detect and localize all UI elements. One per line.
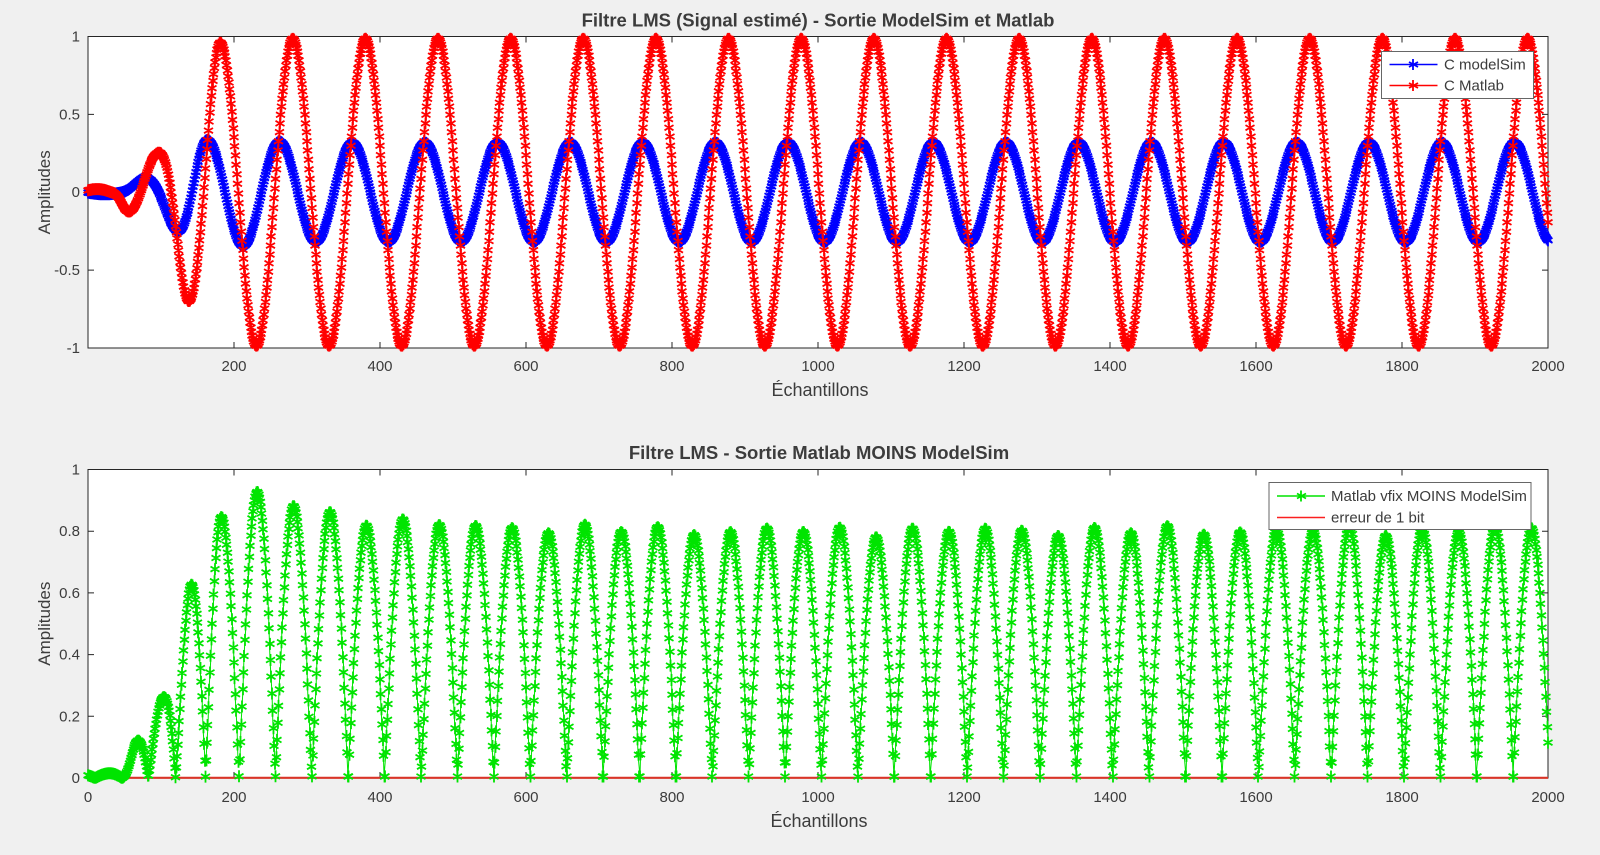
svg-text:1600: 1600 <box>1239 789 1272 806</box>
svg-text:-1: -1 <box>67 340 80 357</box>
svg-text:C Matlab: C Matlab <box>1444 78 1504 95</box>
svg-text:1800: 1800 <box>1385 789 1418 806</box>
svg-text:1: 1 <box>72 462 80 479</box>
svg-text:Échantillons: Échantillons <box>771 380 868 400</box>
svg-text:0.5: 0.5 <box>59 106 80 123</box>
svg-text:2000: 2000 <box>1531 358 1564 375</box>
svg-text:800: 800 <box>659 789 684 806</box>
svg-text:1800: 1800 <box>1385 358 1418 375</box>
svg-text:Matlab vfix MOINS ModelSim: Matlab vfix MOINS ModelSim <box>1331 488 1527 505</box>
svg-text:1400: 1400 <box>1093 789 1126 806</box>
svg-text:C modelSim: C modelSim <box>1444 57 1526 74</box>
svg-text:0: 0 <box>72 184 80 201</box>
svg-text:Filtre LMS - Sortie Matlab MOI: Filtre LMS - Sortie Matlab MOINS ModelSi… <box>629 442 1009 463</box>
svg-text:1000: 1000 <box>801 789 834 806</box>
svg-text:1200: 1200 <box>947 358 980 375</box>
svg-text:0: 0 <box>84 789 92 806</box>
svg-text:Amplitudes: Amplitudes <box>35 150 54 234</box>
svg-text:400: 400 <box>367 789 392 806</box>
svg-text:0: 0 <box>72 770 80 787</box>
svg-text:Échantillons: Échantillons <box>770 811 867 831</box>
svg-text:2000: 2000 <box>1531 789 1564 806</box>
svg-text:400: 400 <box>367 358 392 375</box>
svg-text:200: 200 <box>221 358 246 375</box>
svg-text:-0.5: -0.5 <box>54 262 80 279</box>
svg-text:600: 600 <box>513 789 538 806</box>
svg-text:1000: 1000 <box>801 358 834 375</box>
svg-text:Filtre LMS (Signal estimé) - S: Filtre LMS (Signal estimé) - Sortie Mode… <box>582 10 1055 31</box>
svg-text:1600: 1600 <box>1239 358 1272 375</box>
svg-text:1: 1 <box>72 29 80 46</box>
svg-text:Amplitudes: Amplitudes <box>35 582 54 666</box>
svg-text:600: 600 <box>513 358 538 375</box>
svg-text:1400: 1400 <box>1093 358 1126 375</box>
svg-text:200: 200 <box>221 789 246 806</box>
svg-text:0.6: 0.6 <box>59 585 80 602</box>
svg-text:0.8: 0.8 <box>59 523 80 540</box>
svg-text:erreur de 1 bit: erreur de 1 bit <box>1331 510 1425 527</box>
svg-text:800: 800 <box>659 358 684 375</box>
svg-text:0.2: 0.2 <box>59 708 80 725</box>
svg-text:1200: 1200 <box>947 789 980 806</box>
svg-text:0.4: 0.4 <box>59 647 80 664</box>
